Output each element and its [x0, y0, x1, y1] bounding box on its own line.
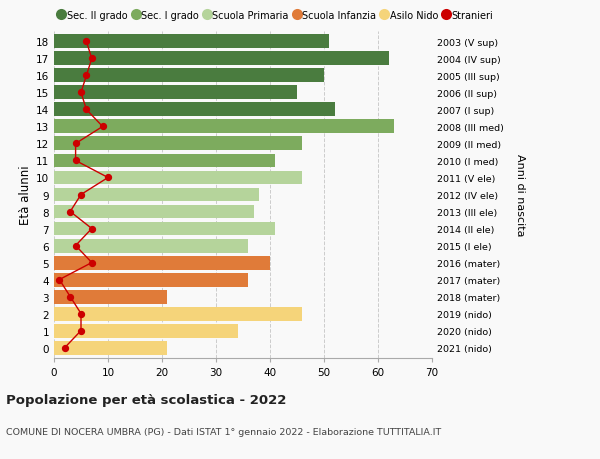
Point: [71, 242, 80, 250]
Y-axis label: Età alunni: Età alunni: [19, 165, 32, 225]
Point: [103, 174, 113, 182]
Point: [87, 225, 97, 233]
Bar: [54, 307, 302, 321]
Y-axis label: Anni di nascita: Anni di nascita: [515, 154, 525, 236]
Text: COMUNE DI NOCERA UMBRA (PG) - Dati ISTAT 1° gennaio 2022 - Elaborazione TUTTITAL: COMUNE DI NOCERA UMBRA (PG) - Dati ISTAT…: [6, 427, 441, 436]
Bar: [54, 52, 389, 66]
Bar: [54, 239, 248, 253]
Bar: [54, 341, 167, 355]
Bar: [54, 103, 335, 117]
Point: [76, 310, 86, 318]
Point: [60, 344, 70, 352]
Legend: Sec. II grado, Sec. I grado, Scuola Primaria, Scuola Infanzia, Asilo Nido, Stran: Sec. II grado, Sec. I grado, Scuola Prim…: [59, 11, 494, 21]
Point: [65, 208, 75, 216]
Bar: [54, 35, 329, 49]
Point: [65, 293, 75, 301]
Point: [71, 140, 80, 148]
Point: [87, 56, 97, 63]
Bar: [54, 222, 275, 236]
Point: [76, 327, 86, 335]
Point: [82, 106, 91, 114]
Bar: [54, 137, 302, 151]
Point: [76, 90, 86, 97]
Bar: [54, 69, 324, 83]
Point: [55, 276, 64, 284]
Point: [76, 191, 86, 199]
Bar: [54, 273, 248, 287]
Bar: [54, 86, 297, 100]
Bar: [54, 324, 238, 338]
Point: [82, 39, 91, 46]
Point: [82, 73, 91, 80]
Bar: [54, 154, 275, 168]
Bar: [54, 205, 254, 219]
Text: Popolazione per età scolastica - 2022: Popolazione per età scolastica - 2022: [6, 393, 286, 406]
Bar: [54, 188, 259, 202]
Bar: [54, 290, 167, 304]
Bar: [54, 120, 394, 134]
Point: [71, 157, 80, 165]
Point: [98, 123, 107, 131]
Bar: [54, 171, 302, 185]
Point: [87, 259, 97, 267]
Bar: [54, 256, 270, 270]
